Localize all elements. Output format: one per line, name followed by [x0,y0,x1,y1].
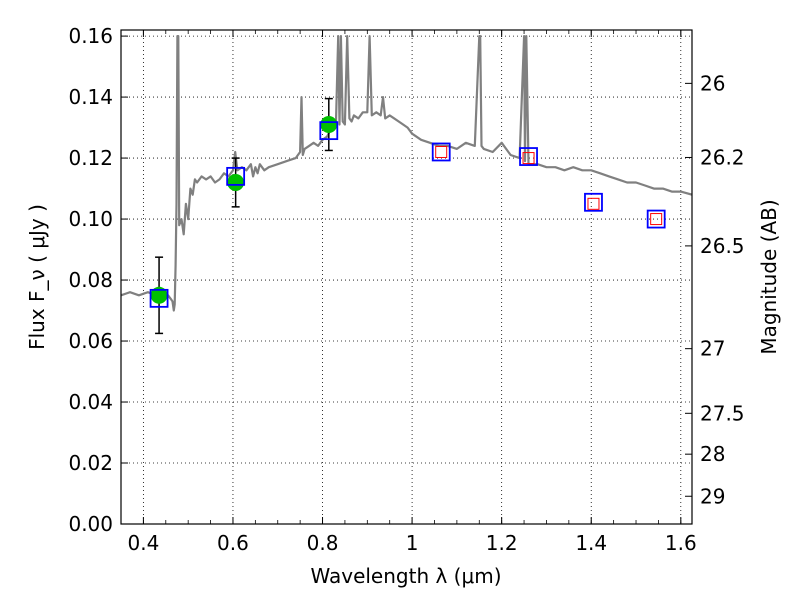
y2-tick-label: 29 [700,484,725,508]
x-tick-label: 1.4 [575,531,607,555]
y-tick-label: 0.14 [68,85,113,109]
y-tick-label: 0.10 [68,207,113,231]
marker-layer [149,97,666,335]
predicted-point [650,213,663,226]
y2-tick-label: 26.5 [700,234,745,258]
plot-frame [120,29,693,525]
y-tick-label: 0.12 [68,146,113,170]
y-tick-label: 0.08 [68,268,113,292]
x-tick-label: 1.2 [486,531,518,555]
observed-point [150,286,168,304]
observed-point [227,173,245,191]
y2-tick-label: 27.5 [700,401,745,425]
x-axis-label: Wavelength λ (μm) [310,564,501,588]
model-point [226,166,246,186]
x-tick-label: 1.6 [665,531,697,555]
x-tick-label: 0.8 [307,531,339,555]
x-tick-label: 0.4 [127,531,159,555]
model-point [646,209,666,229]
y-tick-label: 0.02 [68,451,113,475]
y2-tick-label: 26.2 [700,145,745,169]
spectrum-line [121,34,692,312]
data-layer [121,34,692,312]
y2-tick-label: 28 [700,442,725,466]
predicted-point [522,152,535,165]
y2-axis-label: Magnitude (AB) [757,199,781,354]
model-point [584,192,603,212]
predicted-point [435,145,448,158]
predicted-point [587,197,600,210]
x-tick-label: 0.6 [217,531,249,555]
axes: 0.4 0.6 0.8 1 1.2 1.4 1.6 0.00 0.02 0.04 0.06 0.08 0… [68,24,744,555]
y-tick-label: 0.16 [68,24,113,48]
y-tick-label: 0.06 [68,329,113,353]
model-point [519,147,538,166]
y2-tick-label: 26 [700,71,725,95]
model-point [431,142,451,162]
model-point [149,288,169,308]
observed-point [320,116,338,134]
y-tick-label: 0.00 [68,512,113,536]
model-point [319,121,339,141]
y-tick-label: 0.04 [68,390,113,414]
y2-tick-label: 27 [700,337,725,361]
x-tick-label: 1 [406,531,419,555]
y-axis-label: Flux F_ν ( μJy ) [25,204,49,350]
